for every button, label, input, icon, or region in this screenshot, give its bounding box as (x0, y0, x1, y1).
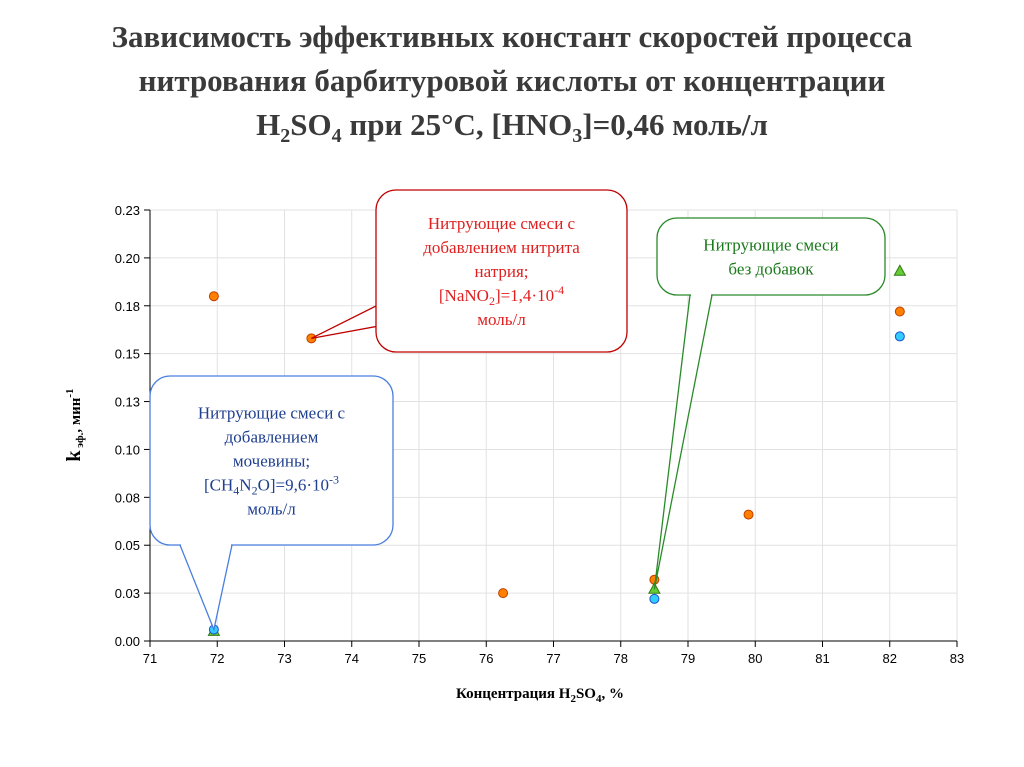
callout-joint (181, 542, 231, 546)
callout-text-line: Нитрующие смеси с (428, 214, 576, 233)
callout-box (375, 189, 628, 353)
callout-text-line: без добавок (728, 260, 814, 279)
x-tick-label: 81 (815, 651, 829, 666)
callout-joint (389, 297, 411, 301)
callout-text-line: Нитрующие смеси с (198, 404, 346, 423)
x-tick-label: 80 (748, 651, 762, 666)
y-tick-label: 0.10 (115, 442, 140, 457)
callout-text-line: Нитрующие смеси (703, 236, 838, 255)
y-tick-label: 0.18 (115, 299, 140, 314)
title-line-2: нитрования барбитуровой кислоты от конце… (139, 63, 886, 98)
callout-text-line: моль/л (477, 310, 526, 329)
data-point-circle (743, 509, 754, 520)
x-tick-label: 73 (277, 651, 291, 666)
x-tick-label: 77 (546, 651, 560, 666)
x-tick-label: 82 (883, 651, 897, 666)
x-tick-label: 74 (345, 651, 359, 666)
y-tick-label: 0.05 (115, 538, 140, 553)
data-point-circle (894, 306, 905, 317)
callout-1: Нитрующие смеси с добавлением мочевины; [CH… (149, 375, 394, 632)
callout-box (149, 375, 394, 546)
x-tick-label: 76 (479, 651, 493, 666)
x-tick-label: 72 (210, 651, 224, 666)
y-tick-label: 0.23 (115, 203, 140, 218)
callout-text-line: моль/л (247, 500, 296, 519)
callout-box (656, 217, 886, 296)
data-point-triangle (893, 264, 907, 276)
x-tick-label: 71 (143, 651, 157, 666)
callout-text-line: натрия; (475, 262, 529, 281)
tick-labels: 71 72 73 74 75 76 77 78 79 80 81 82 83 0.00 0.03 0.05 0.… (115, 203, 965, 666)
callout-joint (691, 292, 711, 296)
y-tick-label: 0.03 (115, 586, 140, 601)
data-point-circle (649, 593, 660, 604)
data-point-circle (894, 331, 905, 342)
x-axis-label: Концентрация H2SO4, % (456, 686, 624, 705)
callout-text-line: мочевины; (233, 452, 310, 471)
x-tick-label: 83 (950, 651, 964, 666)
x-tick-label: 78 (614, 651, 628, 666)
y-tick-label: 0.15 (115, 347, 140, 362)
y-tick-label: 0.00 (115, 634, 140, 649)
callout-text-line: [NaNO2]=1,4·10-4 (439, 283, 564, 308)
callout-0: Нитрующие смеси с добавлением нитрита натр… (311, 189, 628, 353)
callout-2: Нитрующие смеси без добавок (653, 217, 886, 590)
data-point-circle (208, 291, 219, 302)
title-line-1: Зависимость эффективных констант скорост… (112, 19, 913, 54)
y-axis-label: k эф., мин-1 (63, 388, 86, 461)
data-point-circle (498, 588, 509, 599)
callout-text-line: [CH4N2O]=9,6·10-3 (204, 473, 339, 498)
y-tick-label: 0.20 (115, 251, 140, 266)
callout-text-line: добавлением (225, 428, 319, 447)
callout-pointer (179, 544, 233, 632)
y-tick-label: 0.08 (115, 490, 140, 505)
x-tick-label: 79 (681, 651, 695, 666)
y-tick-label: 0.13 (115, 395, 140, 410)
title-line-3: H2SO4 при 25°C, [HNO3]=0,46 моль/л (256, 107, 768, 147)
x-tick-label: 75 (412, 651, 426, 666)
callouts: Нитрующие смеси с добавлением нитрита натр… (149, 189, 886, 632)
callout-text-line: добавлением нитрита (423, 238, 580, 257)
